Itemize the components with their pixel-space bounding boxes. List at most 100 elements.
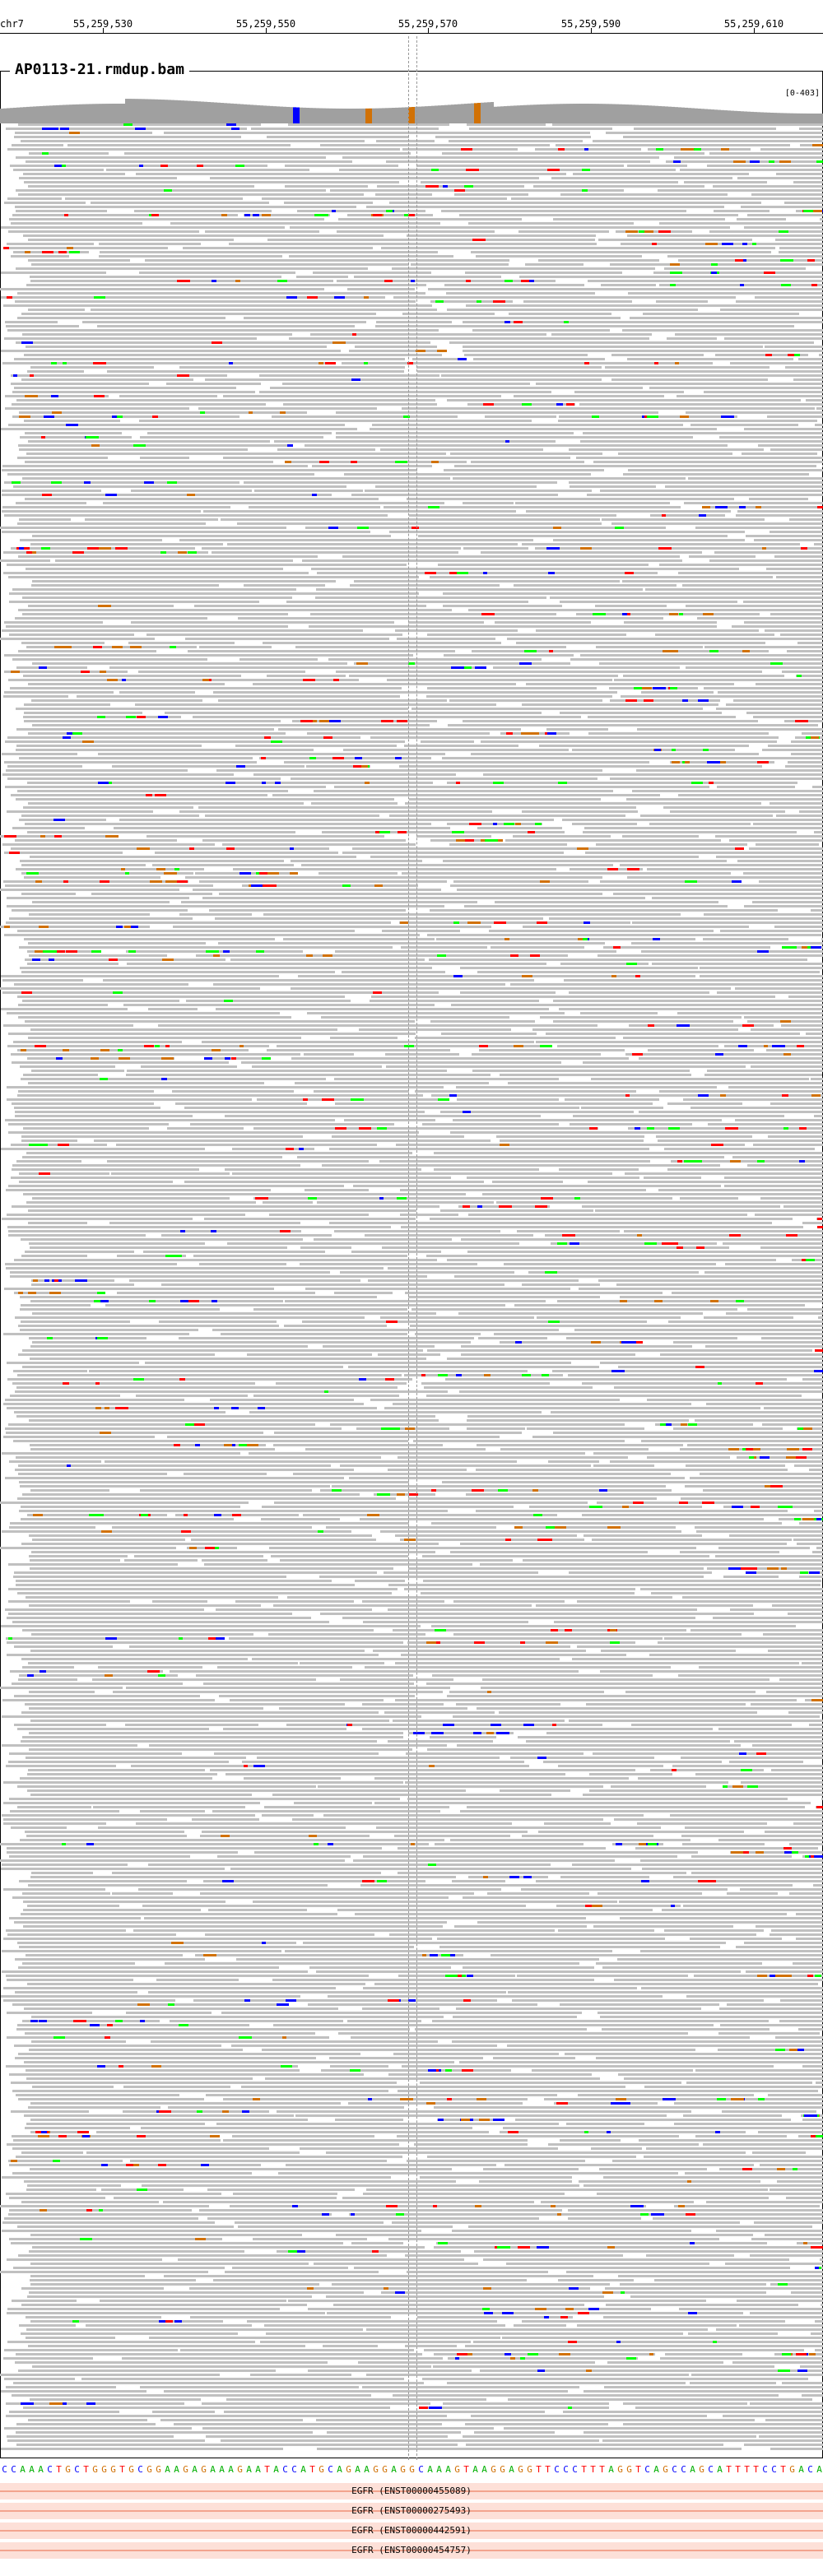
aligned-read[interactable] bbox=[363, 1855, 677, 1858]
aligned-read[interactable] bbox=[443, 860, 727, 862]
aligned-read[interactable] bbox=[3, 1781, 403, 1784]
aligned-read[interactable] bbox=[674, 2102, 823, 2105]
aligned-read[interactable] bbox=[572, 1864, 823, 1866]
aligned-read[interactable] bbox=[27, 1905, 119, 1907]
aligned-read[interactable] bbox=[28, 942, 206, 945]
aligned-read[interactable] bbox=[125, 1724, 258, 1726]
aligned-read[interactable] bbox=[574, 391, 684, 393]
aligned-read[interactable] bbox=[622, 580, 823, 583]
aligned-read[interactable] bbox=[802, 2119, 823, 2121]
aligned-read[interactable] bbox=[179, 366, 405, 369]
aligned-read[interactable] bbox=[627, 234, 823, 237]
aligned-read[interactable] bbox=[7, 243, 94, 245]
aligned-read[interactable] bbox=[443, 592, 823, 595]
aligned-read[interactable] bbox=[589, 1789, 823, 1792]
aligned-read[interactable] bbox=[695, 1526, 823, 1529]
aligned-read[interactable] bbox=[739, 2324, 823, 2327]
aligned-read[interactable] bbox=[107, 1160, 369, 1163]
aligned-read[interactable] bbox=[10, 165, 267, 167]
aligned-read[interactable] bbox=[456, 2007, 701, 2010]
aligned-read[interactable] bbox=[12, 2172, 252, 2175]
aligned-read[interactable] bbox=[2, 843, 215, 846]
aligned-read[interactable] bbox=[640, 1588, 823, 1590]
aligned-read[interactable] bbox=[1, 428, 357, 430]
aligned-read[interactable] bbox=[199, 1263, 286, 1265]
aligned-read[interactable] bbox=[12, 403, 266, 406]
aligned-read[interactable] bbox=[65, 197, 243, 200]
aligned-read[interactable] bbox=[16, 666, 87, 669]
aligned-read[interactable] bbox=[2, 1950, 281, 1952]
aligned-read[interactable] bbox=[0, 2374, 220, 2376]
aligned-read[interactable] bbox=[21, 140, 365, 142]
aligned-read[interactable] bbox=[362, 1703, 444, 1706]
aligned-read[interactable] bbox=[106, 169, 309, 171]
aligned-read[interactable] bbox=[400, 1189, 646, 1191]
aligned-read[interactable] bbox=[517, 1975, 688, 1977]
aligned-read[interactable] bbox=[335, 1102, 653, 1105]
aligned-read[interactable] bbox=[690, 1629, 823, 1631]
aligned-read[interactable] bbox=[671, 1160, 823, 1163]
aligned-read[interactable] bbox=[570, 485, 656, 488]
aligned-read[interactable] bbox=[213, 691, 617, 694]
aligned-read[interactable] bbox=[480, 1563, 823, 1566]
aligned-read[interactable] bbox=[461, 1345, 692, 1348]
aligned-read[interactable] bbox=[463, 321, 823, 323]
aligned-read[interactable] bbox=[457, 1098, 559, 1101]
aligned-read[interactable] bbox=[684, 181, 767, 183]
aligned-read[interactable] bbox=[644, 2086, 823, 2088]
aligned-read[interactable] bbox=[788, 761, 823, 764]
aligned-read[interactable] bbox=[814, 1510, 823, 1512]
aligned-read[interactable] bbox=[142, 2184, 579, 2187]
aligned-read[interactable] bbox=[13, 2267, 225, 2269]
aligned-read[interactable] bbox=[109, 1222, 300, 1224]
aligned-read[interactable] bbox=[522, 810, 638, 813]
aligned-read[interactable] bbox=[19, 757, 253, 759]
aligned-read[interactable] bbox=[230, 1699, 384, 1701]
aligned-read[interactable] bbox=[253, 683, 516, 685]
aligned-read[interactable] bbox=[460, 1810, 823, 1812]
aligned-read[interactable] bbox=[124, 152, 411, 155]
aligned-read[interactable] bbox=[471, 2415, 707, 2417]
aligned-read[interactable] bbox=[775, 2036, 823, 2039]
aligned-read[interactable] bbox=[179, 539, 533, 541]
aligned-read[interactable] bbox=[732, 2361, 823, 2364]
aligned-read[interactable] bbox=[308, 2369, 472, 2372]
aligned-read[interactable] bbox=[16, 798, 394, 801]
aligned-read[interactable] bbox=[398, 1847, 606, 1850]
aligned-read[interactable] bbox=[427, 687, 597, 689]
aligned-read[interactable] bbox=[760, 1197, 823, 1200]
aligned-read[interactable] bbox=[460, 1543, 787, 1545]
aligned-read[interactable] bbox=[746, 1571, 823, 1574]
aligned-read[interactable] bbox=[670, 1814, 823, 1817]
aligned-read[interactable] bbox=[329, 1148, 649, 1150]
aligned-read[interactable] bbox=[28, 440, 270, 443]
aligned-read[interactable] bbox=[760, 1246, 823, 1249]
aligned-read[interactable] bbox=[262, 1814, 314, 1817]
aligned-read[interactable] bbox=[21, 1740, 377, 1743]
aligned-read[interactable] bbox=[597, 2193, 823, 2195]
aligned-read[interactable] bbox=[9, 1526, 95, 1529]
aligned-read[interactable] bbox=[581, 1107, 663, 1109]
aligned-read[interactable] bbox=[648, 1049, 754, 1051]
aligned-read[interactable] bbox=[289, 255, 453, 258]
aligned-read[interactable] bbox=[199, 2209, 562, 2212]
aligned-read[interactable] bbox=[309, 1966, 451, 1969]
aligned-read[interactable] bbox=[366, 206, 724, 208]
aligned-read[interactable] bbox=[109, 666, 484, 669]
aligned-read[interactable] bbox=[453, 1715, 820, 1718]
aligned-read[interactable] bbox=[7, 2312, 325, 2314]
aligned-read[interactable] bbox=[381, 2291, 766, 2294]
aligned-read[interactable] bbox=[30, 1650, 365, 1652]
aligned-read[interactable] bbox=[3, 1987, 336, 1989]
aligned-read[interactable] bbox=[402, 148, 518, 151]
aligned-read[interactable] bbox=[144, 1917, 586, 1919]
aligned-read[interactable] bbox=[202, 839, 406, 842]
aligned-read[interactable] bbox=[342, 971, 445, 973]
aligned-read[interactable] bbox=[568, 1374, 823, 1376]
aligned-read[interactable] bbox=[374, 1983, 818, 1985]
aligned-read[interactable] bbox=[22, 1892, 110, 1895]
aligned-read[interactable] bbox=[566, 2123, 644, 2125]
aligned-read[interactable] bbox=[378, 1353, 440, 1356]
aligned-read[interactable] bbox=[750, 2312, 823, 2314]
aligned-read[interactable] bbox=[16, 502, 86, 504]
